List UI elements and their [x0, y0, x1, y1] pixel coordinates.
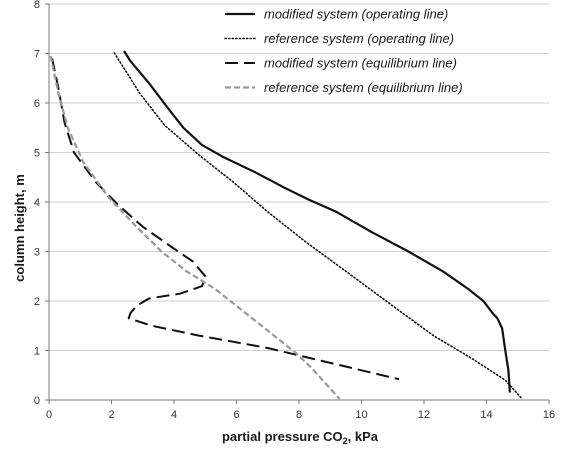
y-tick-label-1: 1 [34, 346, 40, 358]
x-axis-title: partial pressure CO2, kPa [222, 429, 379, 446]
legend-label-1: modified system (operating line) [264, 7, 448, 22]
x-tick-label-6: 6 [233, 409, 239, 421]
x-tick-label-4: 4 [171, 409, 177, 421]
axes [45, 3, 550, 404]
x-tick-label-16: 16 [543, 409, 555, 421]
y-tick-label-4: 4 [34, 197, 40, 209]
legend-label-3: modified system (equilibrium line) [264, 56, 457, 71]
x-tick-label-12: 12 [418, 409, 430, 421]
gridlines [49, 3, 549, 351]
x-tick-label-2: 2 [108, 409, 114, 421]
y-tick-label-0: 0 [34, 395, 40, 407]
x-axis-title-main: partial pressure CO [222, 429, 343, 444]
series-line-1 [123, 50, 511, 393]
y-tick-label-2: 2 [34, 296, 40, 308]
y-tick-label-5: 5 [34, 148, 40, 160]
series-line-3 [51, 58, 400, 381]
x-tick-label-10: 10 [355, 409, 367, 421]
series-line-4 [49, 55, 341, 400]
series-line-2 [112, 50, 522, 399]
x-tick-label-8: 8 [296, 409, 302, 421]
y-tick-label-7: 7 [34, 49, 40, 61]
legend: modified system (operating line) referenc… [224, 7, 463, 95]
x-tick-label-14: 14 [480, 409, 492, 421]
y-axis-title: column height, m [12, 174, 27, 282]
legend-label-4: reference system (equilibrium line) [264, 80, 463, 95]
y-tick-label-8: 8 [34, 0, 40, 11]
series-lines [49, 50, 522, 400]
x-tick-label-0: 0 [46, 409, 52, 421]
legend-label-2: reference system (operating line) [264, 31, 454, 46]
y-tick-label-3: 3 [34, 247, 40, 259]
y-tick-label-6: 6 [34, 98, 40, 110]
x-axis-title-subscript: 2 [343, 436, 348, 446]
x-axis-title-suffix: , kPa [348, 429, 379, 444]
